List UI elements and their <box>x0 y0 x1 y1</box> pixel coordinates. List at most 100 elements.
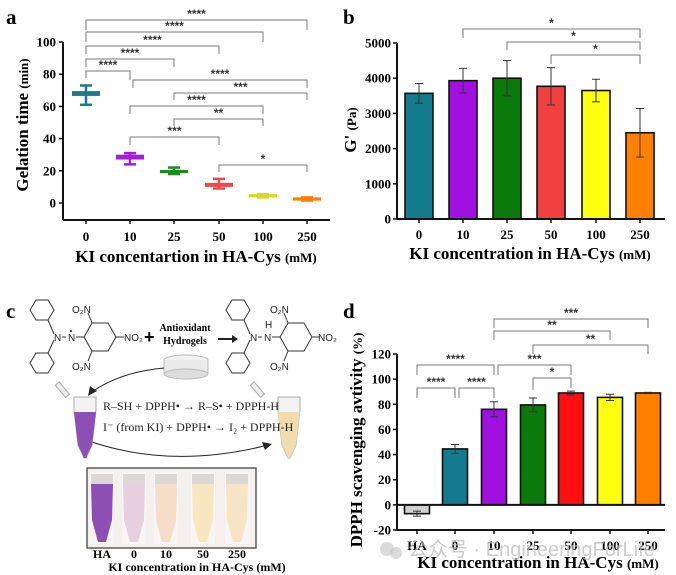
x-tick-label: 250 <box>297 229 317 244</box>
bar-marks <box>404 60 655 220</box>
y-axis-label: G' (Pa) <box>341 107 360 152</box>
significance-bracket: *** <box>173 80 308 100</box>
significance-label: * <box>550 365 555 379</box>
photo-label: 10 <box>160 547 172 561</box>
wechat-icon-2 <box>390 547 402 559</box>
significance-label: **** <box>446 352 465 366</box>
significance-label: **** <box>187 93 206 107</box>
y-tick-label: -20 <box>374 523 391 538</box>
bar <box>448 79 478 220</box>
significance-label: **** <box>121 46 140 60</box>
photo-labels: HA 0 10 50 250 <box>93 547 246 561</box>
phenyl-ring-bottom <box>29 352 55 374</box>
bracket-line <box>416 364 495 375</box>
tube-cap <box>226 474 248 484</box>
x-tick-label: 25 <box>527 538 541 553</box>
bar-mark <box>441 444 469 506</box>
y-tick-label: 1000 <box>365 176 391 191</box>
y-tick-label: 0 <box>50 196 57 211</box>
significance-bracket: * <box>462 16 641 38</box>
tube-cap <box>192 474 214 484</box>
significance-label: * <box>549 16 554 30</box>
x-tick-label: 0 <box>452 538 459 553</box>
significance-brackets: *********** ******* ***** <box>416 306 649 398</box>
yellow-tube-icon <box>249 381 301 459</box>
significance-bracket: *** <box>129 124 220 145</box>
significance-bracket: ** <box>493 318 611 340</box>
y-tick-label: 80 <box>378 397 391 412</box>
bracket-line <box>85 31 264 42</box>
photo-x-label: KI concentration in HA-Cys (mM) <box>108 560 285 574</box>
no2-label: NO₂ <box>124 333 143 344</box>
bracket-line <box>173 92 308 100</box>
x-tick-label: 250 <box>630 227 650 242</box>
tube-photo <box>191 472 215 544</box>
significance-label: * <box>593 42 598 56</box>
reagent-label-bottom: Hydrogels <box>163 336 207 347</box>
no2-label: NO₂ <box>318 333 337 344</box>
bar-mark <box>581 78 611 220</box>
bar-mark <box>625 107 655 220</box>
x-tick-label: HA <box>407 538 427 553</box>
bar-mark <box>519 397 547 506</box>
bracket-line <box>416 387 456 398</box>
bar-mark <box>634 391 662 506</box>
box-mark <box>205 177 233 190</box>
o2n-label-top: O₂N <box>72 305 91 316</box>
significance-bracket: *** <box>493 306 649 328</box>
x-axis-label: KI concentration in HA-Cys (mM) <box>417 553 658 572</box>
significance-label: **** <box>165 19 184 33</box>
bracket-line <box>462 28 641 38</box>
significance-label: **** <box>211 67 230 81</box>
tube-liquid <box>91 484 113 542</box>
significance-label: * <box>571 29 576 43</box>
nh-atom: N <box>264 333 271 344</box>
significance-bracket: **** <box>85 58 131 80</box>
y-tick-label: 100 <box>372 372 392 387</box>
box <box>160 169 188 174</box>
y-axis-label: DPPH scavenging avtivity (%) <box>347 333 366 548</box>
bracket-line <box>532 344 649 354</box>
x-tick-label: 0 <box>83 229 90 244</box>
significance-bracket: * <box>532 365 572 390</box>
box <box>293 197 321 201</box>
box <box>72 91 100 96</box>
bracket-line <box>497 364 572 375</box>
significance-label: *** <box>167 124 181 138</box>
significance-label: ** <box>547 318 557 332</box>
significance-label: *** <box>564 306 578 320</box>
o2n-label-bottom: O₂N <box>270 362 289 373</box>
significance-label: ** <box>586 332 596 346</box>
bar <box>441 448 469 506</box>
significance-bracket: **** <box>85 19 264 42</box>
significance-label: **** <box>99 58 118 72</box>
h-atom: H <box>265 320 272 331</box>
significance-label: **** <box>187 7 206 21</box>
o2n-label-bottom: O₂N <box>72 362 91 373</box>
n-atom: N <box>250 333 257 344</box>
reaction-thiol: R–SH + DPPH• → R–S• + DPPH-H <box>103 399 279 413</box>
bar <box>634 392 662 506</box>
bracket-line <box>550 54 641 64</box>
y-tick-label: 60 <box>43 99 56 114</box>
bracket-line <box>85 70 131 80</box>
purple-tube-icon <box>54 381 97 459</box>
arrow-right-icon <box>218 335 238 343</box>
x-tick-label: 100 <box>253 229 273 244</box>
y-tick-label: 80 <box>43 67 56 82</box>
bracket-line <box>493 330 611 340</box>
tube-liquid <box>226 484 248 542</box>
bar <box>596 396 624 506</box>
bracket-line <box>85 58 175 67</box>
significance-bracket: **** <box>129 93 264 114</box>
bracket-line <box>458 387 495 398</box>
bracket-line <box>129 105 264 114</box>
significance-label: *** <box>233 80 247 94</box>
tube-photo <box>154 472 178 544</box>
bar <box>480 408 508 506</box>
x-tick-label: 50 <box>545 227 558 242</box>
tube-photos <box>90 472 249 544</box>
reagent-label-top: Antioxidant <box>159 323 211 334</box>
n-atom: N <box>54 333 61 344</box>
